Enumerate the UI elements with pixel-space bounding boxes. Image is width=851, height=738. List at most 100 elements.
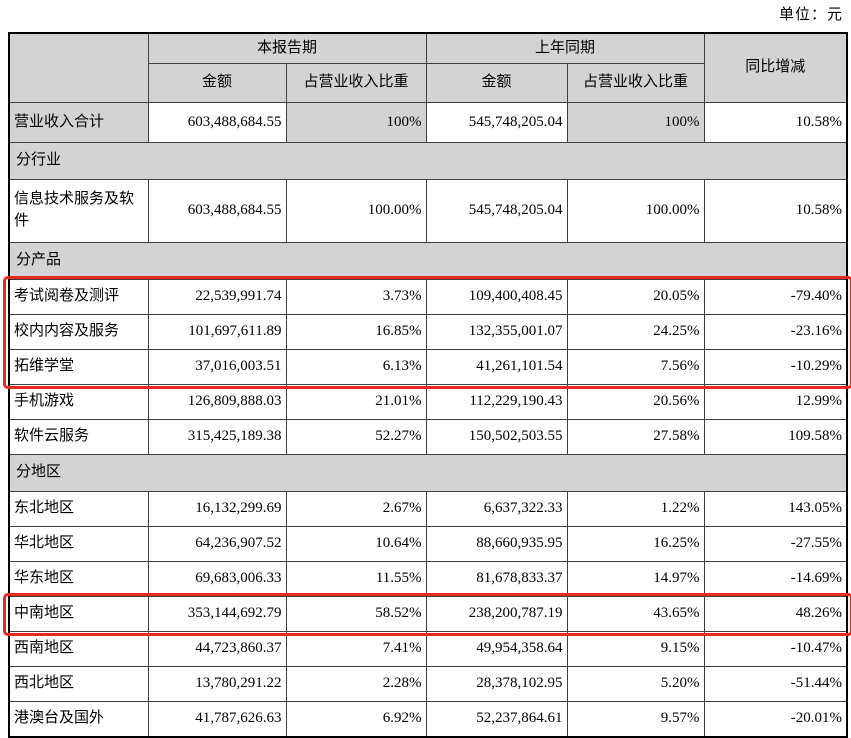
row-label: 中南地区 <box>8 596 149 632</box>
row-label: 港澳台及国外 <box>8 701 149 737</box>
table-row: 软件云服务 315,425,189.38 52.27% 150,502,503.55 2… <box>8 419 848 455</box>
current-proportion-cell: 58.52% <box>285 596 427 632</box>
prior-amount-cell: 6,637,322.33 <box>425 491 568 527</box>
row-label: 华北地区 <box>8 526 149 562</box>
row-label: 校内内容及服务 <box>8 314 149 350</box>
yoy-change-cell: -20.01% <box>703 701 848 737</box>
current-period-header: 本报告期 <box>147 32 427 64</box>
prior-amount-cell: 132,355,001.07 <box>425 314 568 350</box>
current-amount-cell: 126,809,888.03 <box>147 384 287 420</box>
table-row: 东北地区 16,132,299.69 2.67% 6,637,322.33 1.22% 1… <box>8 491 848 527</box>
prior-amount-cell: 238,200,787.19 <box>425 596 568 632</box>
table-header: 本报告期 上年同期 同比增减 金额 占营业收入比重 金额 占营业收入比重 <box>8 32 848 103</box>
revenue-breakdown-table: 本报告期 上年同期 同比增减 金额 占营业收入比重 金额 占营业收入比重 营业收… <box>8 32 849 738</box>
current-proportion-cell: 6.13% <box>285 349 427 385</box>
current-amount-header: 金额 <box>147 63 287 103</box>
yoy-change-cell: -79.40% <box>703 279 848 315</box>
prior-proportion-cell: 1.22% <box>566 491 705 527</box>
current-amount-cell: 101,697,611.89 <box>147 314 287 350</box>
yoy-change-cell: -23.16% <box>703 314 848 350</box>
section-row: 分行业 <box>8 142 848 180</box>
current-amount-cell: 44,723,860.37 <box>147 631 287 667</box>
table-row: 华东地区 69,683,006.33 11.55% 81,678,833.37 14.9… <box>8 561 848 597</box>
table-row: 西南地区 44,723,860.37 7.41% 49,954,358.64 9.15%… <box>8 631 848 667</box>
prior-period-header: 上年同期 <box>425 32 705 64</box>
yoy-change-cell: 10.58% <box>703 102 848 143</box>
prior-amount-cell: 109,400,408.45 <box>425 279 568 315</box>
current-proportion-cell: 10.64% <box>285 526 427 562</box>
current-proportion-cell: 16.85% <box>285 314 427 350</box>
yoy-change-cell: 143.05% <box>703 491 848 527</box>
prior-proportion-header: 占营业收入比重 <box>566 63 705 103</box>
row-label: 手机游戏 <box>8 384 149 420</box>
yoy-change-cell: 12.99% <box>703 384 848 420</box>
unit-label: 单位：元 <box>778 7 843 23</box>
prior-proportion-cell: 9.57% <box>566 701 705 737</box>
current-amount-cell: 37,016,003.51 <box>147 349 287 385</box>
yoy-change-cell: -14.69% <box>703 561 848 597</box>
yoy-change-cell: 109.58% <box>703 419 848 455</box>
prior-amount-cell: 88,660,935.95 <box>425 526 568 562</box>
prior-proportion-cell: 7.56% <box>566 349 705 385</box>
table-row: 中南地区 353,144,692.79 58.52% 238,200,787.19 43… <box>8 596 848 632</box>
prior-proportion-cell: 100% <box>566 102 705 143</box>
table-row: 西北地区 13,780,291.22 2.28% 28,378,102.95 5.20%… <box>8 666 848 702</box>
prior-amount-cell: 28,378,102.95 <box>425 666 568 702</box>
section-label: 分产品 <box>8 242 848 280</box>
corner-cell <box>8 32 149 103</box>
prior-proportion-cell: 43.65% <box>566 596 705 632</box>
yoy-change-cell: -51.44% <box>703 666 848 702</box>
table-container: 本报告期 上年同期 同比增减 金额 占营业收入比重 金额 占营业收入比重 营业收… <box>3 32 851 738</box>
prior-amount-cell: 545,748,205.04 <box>425 179 568 243</box>
current-proportion-cell: 2.67% <box>285 491 427 527</box>
current-amount-cell: 64,236,907.52 <box>147 526 287 562</box>
row-label: 拓维学堂 <box>8 349 149 385</box>
header-row-subcolumns: 金额 占营业收入比重 金额 占营业收入比重 <box>9 63 847 103</box>
yoy-change-cell: 10.58% <box>703 179 848 243</box>
prior-proportion-cell: 20.05% <box>566 279 705 315</box>
section-label: 分行业 <box>8 142 848 180</box>
prior-amount-cell: 41,261,101.54 <box>425 349 568 385</box>
table-row: 考试阅卷及测评 22,539,991.74 3.73% 109,400,408.45 2… <box>8 279 848 315</box>
current-amount-cell: 22,539,991.74 <box>147 279 287 315</box>
prior-proportion-cell: 24.25% <box>566 314 705 350</box>
row-label: 信息技术服务及软件 <box>8 179 149 243</box>
current-amount-cell: 603,488,684.55 <box>147 179 287 243</box>
current-amount-cell: 353,144,692.79 <box>147 596 287 632</box>
current-amount-cell: 41,787,626.63 <box>147 701 287 737</box>
section-row: 分产品 <box>8 242 848 280</box>
table-row: 信息技术服务及软件 603,488,684.55 100.00% 545,748,20… <box>8 179 848 243</box>
row-label: 东北地区 <box>8 491 149 527</box>
current-proportion-cell: 21.01% <box>285 384 427 420</box>
prior-amount-cell: 52,237,864.61 <box>425 701 568 737</box>
prior-amount-header: 金额 <box>425 63 568 103</box>
yoy-change-cell: -10.29% <box>703 349 848 385</box>
table-row: 手机游戏 126,809,888.03 21.01% 112,229,190.43 20… <box>8 384 848 420</box>
table-row: 华北地区 64,236,907.52 10.64% 88,660,935.95 16.2… <box>8 526 848 562</box>
table-row: 拓维学堂 37,016,003.51 6.13% 41,261,101.54 7.56%… <box>8 349 848 385</box>
current-proportion-cell: 100.00% <box>285 179 427 243</box>
row-label: 西南地区 <box>8 631 149 667</box>
prior-amount-cell: 112,229,190.43 <box>425 384 568 420</box>
prior-proportion-cell: 14.97% <box>566 561 705 597</box>
prior-proportion-cell: 20.56% <box>566 384 705 420</box>
prior-proportion-cell: 100.00% <box>566 179 705 243</box>
yoy-change-cell: -10.47% <box>703 631 848 667</box>
row-label: 营业收入合计 <box>8 102 149 143</box>
prior-amount-cell: 49,954,358.64 <box>425 631 568 667</box>
current-proportion-cell: 11.55% <box>285 561 427 597</box>
prior-proportion-cell: 5.20% <box>566 666 705 702</box>
current-proportion-cell: 7.41% <box>285 631 427 667</box>
prior-proportion-cell: 16.25% <box>566 526 705 562</box>
table-row: 校内内容及服务 101,697,611.89 16.85% 132,355,001.0… <box>8 314 848 350</box>
row-label: 西北地区 <box>8 666 149 702</box>
current-proportion-cell: 100% <box>285 102 427 143</box>
row-label: 软件云服务 <box>8 419 149 455</box>
yoy-header: 同比增减 <box>703 32 848 103</box>
current-proportion-header: 占营业收入比重 <box>285 63 427 103</box>
current-amount-cell: 16,132,299.69 <box>147 491 287 527</box>
current-proportion-cell: 52.27% <box>285 419 427 455</box>
current-amount-cell: 69,683,006.33 <box>147 561 287 597</box>
section-row: 分地区 <box>8 454 848 492</box>
